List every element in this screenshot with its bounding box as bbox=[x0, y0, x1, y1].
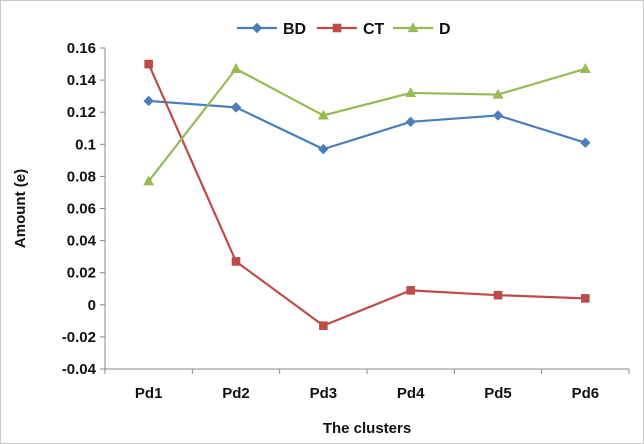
data-point-ct bbox=[581, 294, 590, 303]
x-tick-label: Pd6 bbox=[572, 385, 600, 402]
y-axis-ticks: -0.04 -0.02 0 0.02 0.04 0.06 0.08 0.1 0.12 0.14 0.… bbox=[62, 40, 105, 378]
x-axis-title: The clusters bbox=[323, 420, 411, 437]
y-tick-label: -0.04 bbox=[62, 361, 97, 378]
legend-marker bbox=[407, 22, 419, 33]
data-point-ct bbox=[319, 321, 328, 330]
x-tick-label: Pd4 bbox=[397, 385, 425, 402]
y-tick-label: 0 bbox=[88, 297, 96, 314]
y-tick-label: 0.08 bbox=[67, 168, 96, 185]
series-bd bbox=[143, 95, 591, 155]
data-point-d bbox=[143, 175, 155, 186]
legend-item-ct: CT bbox=[317, 21, 385, 38]
y-tick-label: 0.16 bbox=[67, 40, 96, 57]
y-tick-label: 0.02 bbox=[67, 265, 96, 282]
data-point-ct bbox=[406, 286, 415, 295]
data-point-ct bbox=[144, 59, 153, 69]
data-point-bd bbox=[492, 110, 504, 121]
legend-item-bd: BD bbox=[237, 21, 306, 38]
data-point-ct bbox=[493, 290, 503, 300]
x-axis-ticks: Pd1 Pd2 Pd3 Pd4 Pd5 Pd6 bbox=[104, 369, 630, 402]
y-tick-label: 0.04 bbox=[67, 233, 97, 250]
legend-label: CT bbox=[363, 21, 385, 38]
y-tick-label: -0.02 bbox=[62, 329, 96, 346]
axes bbox=[104, 48, 629, 370]
x-tick-label: Pd1 bbox=[135, 385, 163, 402]
legend-label: BD bbox=[283, 21, 306, 38]
data-point-ct bbox=[231, 257, 241, 266]
data-point-d bbox=[317, 109, 329, 120]
data-point-d bbox=[405, 87, 417, 98]
y-tick-label: 0.06 bbox=[67, 201, 96, 218]
legend-marker bbox=[251, 22, 263, 34]
y-tick-label: 0.1 bbox=[75, 136, 96, 153]
series-d bbox=[143, 63, 591, 186]
y-tick-label: 0.14 bbox=[67, 72, 97, 89]
data-point-d bbox=[230, 63, 242, 73]
series-layer bbox=[143, 59, 591, 330]
series-line-ct bbox=[147, 63, 586, 327]
legend-item-d: D bbox=[393, 21, 451, 38]
y-tick-label: 0.12 bbox=[67, 104, 96, 121]
data-point-bd bbox=[580, 137, 591, 148]
legend-label: D bbox=[439, 21, 451, 38]
data-point-bd bbox=[318, 143, 329, 155]
legend-marker bbox=[332, 23, 342, 33]
x-tick-label: Pd5 bbox=[484, 385, 512, 402]
data-point-bd bbox=[143, 95, 154, 107]
data-point-d bbox=[579, 63, 591, 73]
x-tick-label: Pd2 bbox=[222, 385, 250, 402]
data-point-bd bbox=[230, 102, 242, 113]
data-point-d bbox=[492, 88, 504, 99]
series-line-d bbox=[147, 67, 586, 182]
x-tick-label: Pd3 bbox=[310, 385, 338, 402]
series-line-bd bbox=[148, 99, 586, 151]
series-ct bbox=[144, 59, 590, 330]
data-point-bd bbox=[405, 116, 416, 128]
legend: BD CT D bbox=[237, 21, 451, 38]
y-axis-title: Amount (e) bbox=[12, 169, 29, 248]
